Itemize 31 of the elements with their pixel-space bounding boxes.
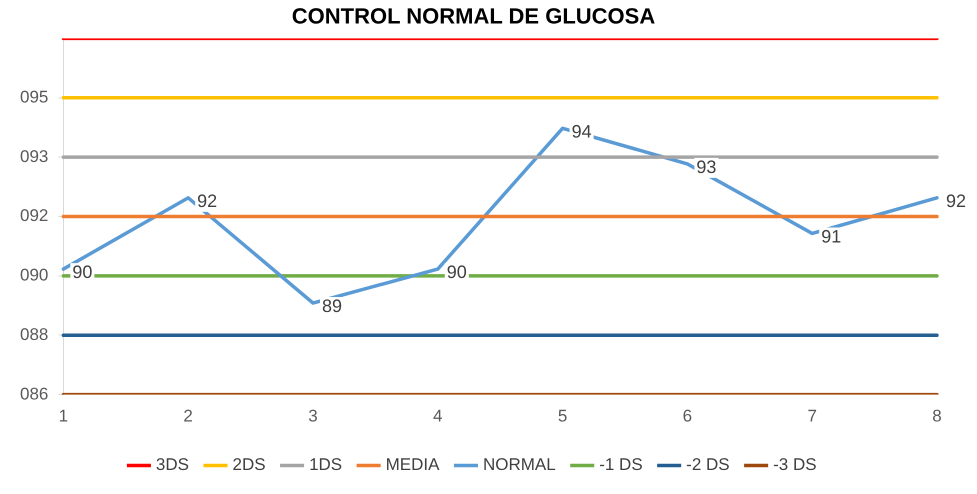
y-tick-label: 095 xyxy=(20,87,48,106)
data-label: 89 xyxy=(322,296,342,316)
legend-label: NORMAL xyxy=(482,455,556,474)
legend-label: 1DS xyxy=(309,455,342,474)
x-tick-label: 4 xyxy=(433,406,443,426)
data-label: 91 xyxy=(821,226,842,246)
data-label: 92 xyxy=(197,190,218,211)
y-tick-label: 090 xyxy=(20,266,48,285)
data-label: 93 xyxy=(696,156,716,177)
y-tick-label: 092 xyxy=(20,206,48,226)
x-tick-label: 5 xyxy=(558,406,568,426)
x-tick-label: 3 xyxy=(308,406,318,426)
x-tick-label: 6 xyxy=(682,406,692,426)
legend-label: 2DS xyxy=(232,455,266,474)
x-tick-label: 2 xyxy=(183,406,193,426)
legend-label: MEDIA xyxy=(386,455,440,474)
data-label: 90 xyxy=(72,262,92,282)
x-tick-label: 1 xyxy=(58,406,68,426)
x-tick-label: 7 xyxy=(807,406,817,426)
legend-label: 3DS xyxy=(156,455,190,474)
y-tick-label: 088 xyxy=(20,324,48,344)
data-label: 90 xyxy=(446,262,467,282)
y-tick-label: 093 xyxy=(20,146,48,166)
data-label: 94 xyxy=(572,121,592,142)
legend-label: -2 DS xyxy=(686,455,730,474)
data-label: 92 xyxy=(946,190,966,211)
y-tick-label: 086 xyxy=(20,384,48,404)
x-tick-label: 8 xyxy=(932,406,942,426)
legend-label: -1 DS xyxy=(599,455,643,474)
legend-label: -3 DS xyxy=(773,455,817,474)
chart-title: CONTROL NORMAL DE GLUCOSA xyxy=(292,3,656,28)
